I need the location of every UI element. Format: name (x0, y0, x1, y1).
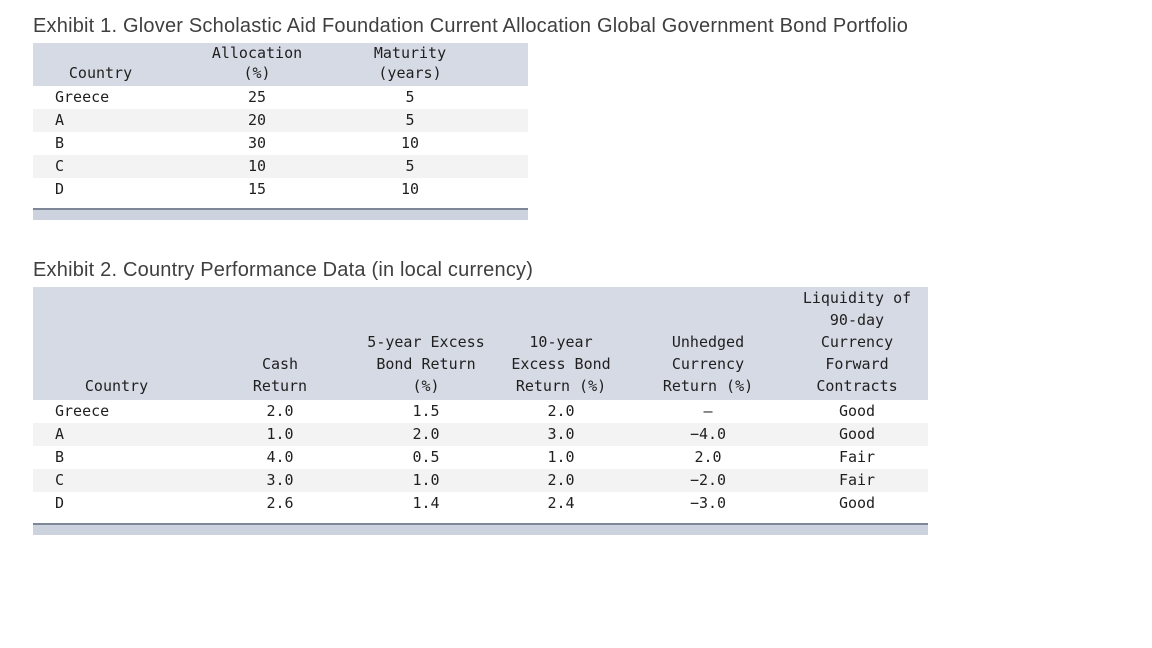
country-cell: Greece (55, 402, 110, 420)
5yr-excess-cell: 1.5 (412, 402, 440, 420)
exhibit1-col-allocation: Allocation (%) (168, 43, 346, 86)
table-row: A 20 5 (33, 109, 528, 132)
maturity-cell: 5 (405, 157, 415, 175)
10yr-excess-cell: 2.4 (547, 494, 575, 512)
maturity-cell: 10 (400, 180, 420, 198)
liquidity-cell: Good (838, 494, 876, 512)
table-row: Greece 25 5 (33, 86, 528, 109)
5yr-excess-cell: 2.0 (412, 425, 440, 443)
exhibit2-col-country: Country (33, 287, 200, 400)
exhibit2-header: Country Cash Return 5-year Excess Bond R… (33, 287, 928, 400)
country-cell: D (55, 180, 65, 198)
liquidity-cell: Fair (838, 471, 876, 489)
exhibit1-body: Greece 25 5 A 20 5 B 30 10 (33, 86, 528, 201)
liquidity-cell: Good (838, 402, 876, 420)
allocation-cell: 30 (247, 134, 267, 152)
table-row: B 4.0 0.5 1.0 2.0 Fair (33, 446, 928, 469)
allocation-cell: 20 (247, 111, 267, 129)
table-row: C 10 5 (33, 155, 528, 178)
liquidity-cell: Good (838, 425, 876, 443)
cash-return-cell: 4.0 (266, 448, 294, 466)
exhibit2-col-liquidity: Liquidity of 90-day Currency Forward Con… (786, 287, 928, 400)
10yr-excess-cell: 1.0 (547, 448, 575, 466)
exhibit2-col-10yr-excess: 10-year Excess Bond Return (%) (492, 287, 630, 400)
table-row: D 15 10 (33, 178, 528, 201)
allocation-cell: 25 (247, 88, 267, 106)
country-cell: B (55, 448, 65, 466)
exhibit1-title: Exhibit 1. Glover Scholastic Aid Foundat… (33, 15, 909, 37)
country-cell: Greece (55, 88, 110, 106)
spacer-cell (474, 109, 528, 132)
10yr-excess-cell: 2.0 (547, 471, 575, 489)
country-cell: A (55, 425, 65, 443)
header-row: Country Cash Return 5-year Excess Bond R… (33, 287, 928, 400)
exhibit2-col-unhedged: Unhedged Currency Return (%) (630, 287, 786, 400)
exhibit2-col-5yr-excess: 5-year Excess Bond Return (%) (360, 287, 492, 400)
exhibit-2: Exhibit 2. Country Performance Data (in … (33, 258, 928, 535)
table-row: D 2.6 1.4 2.4 −3.0 Good (33, 492, 928, 515)
unhedged-return-cell: −3.0 (689, 494, 727, 512)
exhibit1-col-spacer (474, 43, 528, 86)
exhibit2-footer-bar (33, 523, 928, 535)
10yr-excess-cell: 3.0 (547, 425, 575, 443)
exhibit1-col-country: Country (33, 43, 168, 86)
exhibit1-footer-bar (33, 208, 528, 220)
exhibit1-col-maturity: Maturity (years) (346, 43, 474, 86)
exhibit2-table: Country Cash Return 5-year Excess Bond R… (33, 287, 928, 515)
unhedged-return-cell: – (703, 402, 713, 420)
allocation-cell: 15 (247, 180, 267, 198)
exhibit1-header: Country Allocation (%) Maturity (years) (33, 43, 528, 86)
spacer-cell (474, 155, 528, 178)
table-row: B 30 10 (33, 132, 528, 155)
5yr-excess-cell: 0.5 (412, 448, 440, 466)
5yr-excess-cell: 1.4 (412, 494, 440, 512)
cash-return-cell: 3.0 (266, 471, 294, 489)
exhibit2-col-cash-return: Cash Return (200, 287, 360, 400)
table-row: Greece 2.0 1.5 2.0 – Good (33, 400, 928, 423)
spacer-cell (474, 86, 528, 109)
spacer-cell (474, 132, 528, 155)
table-row: A 1.0 2.0 3.0 −4.0 Good (33, 423, 928, 446)
10yr-excess-cell: 2.0 (547, 402, 575, 420)
country-cell: D (55, 494, 65, 512)
maturity-cell: 5 (405, 88, 415, 106)
liquidity-cell: Fair (838, 448, 876, 466)
5yr-excess-cell: 1.0 (412, 471, 440, 489)
cash-return-cell: 2.6 (266, 494, 294, 512)
exhibit1-table: Country Allocation (%) Maturity (years) … (33, 43, 528, 201)
unhedged-return-cell: −2.0 (689, 471, 727, 489)
maturity-cell: 5 (405, 111, 415, 129)
cash-return-cell: 2.0 (266, 402, 294, 420)
exhibit2-title: Exhibit 2. Country Performance Data (in … (33, 259, 534, 281)
cash-return-cell: 1.0 (266, 425, 294, 443)
unhedged-return-cell: 2.0 (694, 448, 722, 466)
exhibit2-body: Greece 2.0 1.5 2.0 – Good A 1.0 2.0 3.0 … (33, 400, 928, 515)
header-row: Country Allocation (%) Maturity (years) (33, 43, 528, 86)
country-cell: C (55, 157, 65, 175)
country-cell: C (55, 471, 65, 489)
unhedged-return-cell: −4.0 (689, 425, 727, 443)
country-cell: B (55, 134, 65, 152)
exhibit-1: Exhibit 1. Glover Scholastic Aid Foundat… (33, 14, 908, 220)
country-cell: A (55, 111, 65, 129)
spacer-cell (474, 178, 528, 201)
maturity-cell: 10 (400, 134, 420, 152)
allocation-cell: 10 (247, 157, 267, 175)
table-row: C 3.0 1.0 2.0 −2.0 Fair (33, 469, 928, 492)
